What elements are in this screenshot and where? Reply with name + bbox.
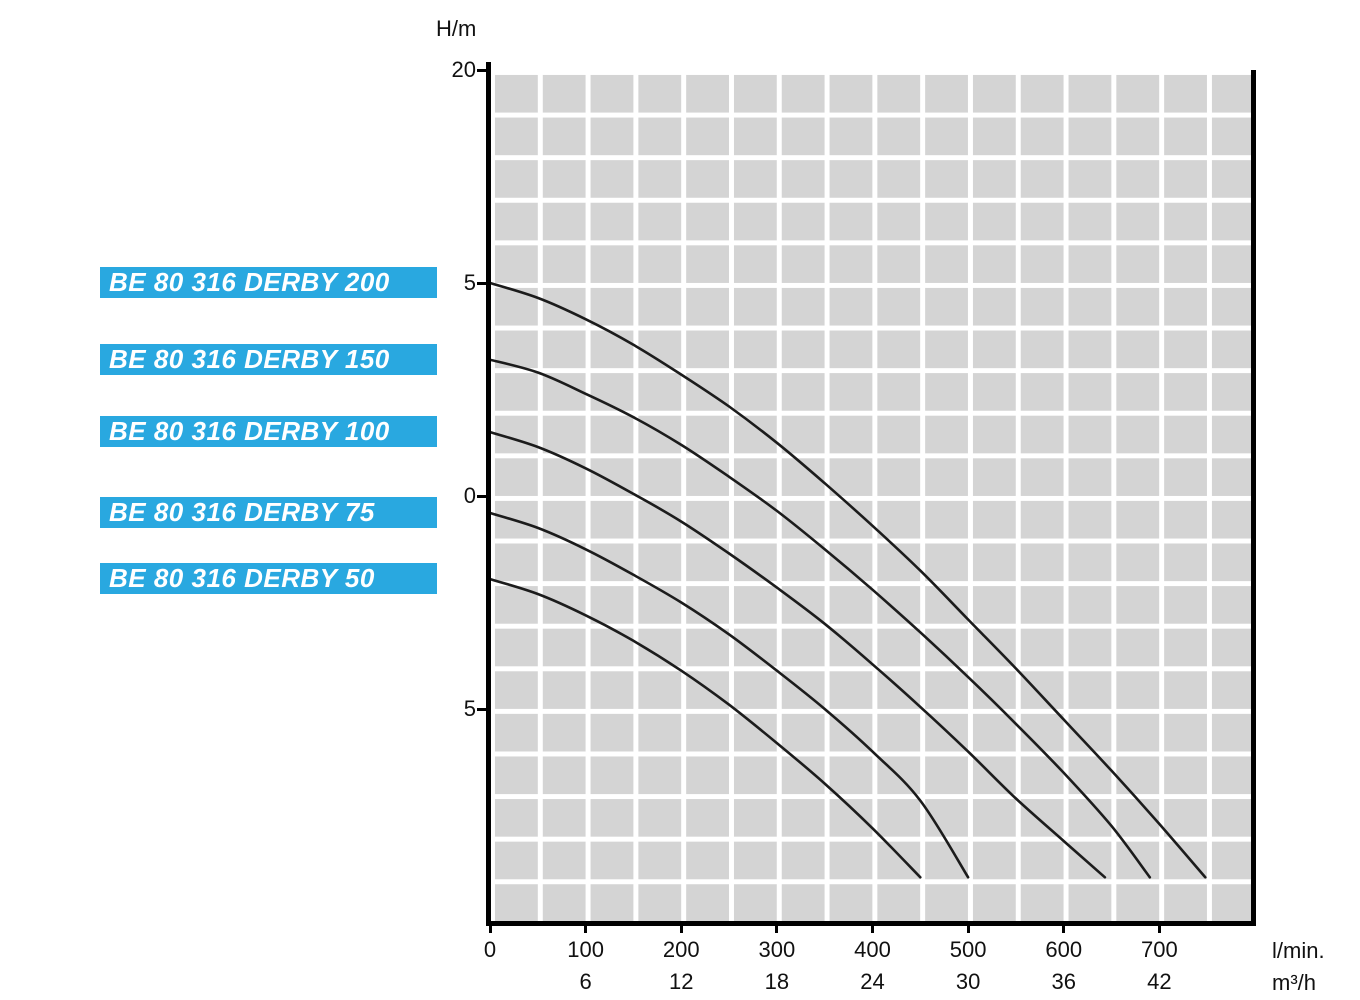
x-tick-mark <box>966 926 970 933</box>
x-tick-mark <box>871 926 874 933</box>
pump-curve <box>490 577 922 879</box>
x-tick-label-m3h: 36 <box>1051 969 1076 994</box>
x-tick-label-lmin: 700 <box>1141 937 1178 962</box>
x-tick-label-lmin: 300 <box>758 937 796 962</box>
x-axis-unit-lmin: l/min. <box>1272 938 1325 963</box>
plot-area <box>490 70 1255 922</box>
x-tick-mark <box>584 926 588 933</box>
pump-curve <box>490 358 1152 879</box>
x-tick-label-lmin: 200 <box>662 937 700 962</box>
legend-item: BE 80 316 DERBY 75 <box>100 497 437 529</box>
x-tick-mark <box>1062 926 1066 933</box>
y-tick-mark <box>477 69 488 72</box>
y-tick-mark <box>477 495 488 498</box>
x-tick-mark <box>775 926 779 933</box>
x-tick-label-m3h: 12 <box>669 969 694 994</box>
x-tick-label-lmin: 100 <box>567 937 604 962</box>
x-tick-label-m3h: 18 <box>764 969 790 994</box>
legend-item: BE 80 316 DERBY 50 <box>100 563 437 595</box>
x-tick-label-m3h: 24 <box>860 969 885 994</box>
y-axis-title: H/m <box>436 16 477 41</box>
pump-curve <box>490 430 1107 879</box>
y-tick-label: 5 <box>463 696 476 721</box>
x-tick-mark <box>1157 926 1161 933</box>
pump-curve <box>490 511 970 879</box>
legend-item: BE 80 316 DERBY 100 <box>100 416 437 448</box>
pump-curve <box>490 281 1207 879</box>
x-axis-line <box>486 921 1256 926</box>
pump-curves-svg <box>490 281 1207 879</box>
x-tick-mark <box>679 926 683 933</box>
x-tick-label-lmin: 400 <box>854 937 891 962</box>
x-tick-label-lmin: 500 <box>949 937 987 962</box>
legend-item: BE 80 316 DERBY 150 <box>100 343 437 375</box>
x-tick-label-lmin: 0 <box>483 937 497 962</box>
legend-item: BE 80 316 DERBY 200 <box>100 267 437 298</box>
x-tick-label-m3h: 42 <box>1147 969 1172 994</box>
plot-right-border <box>1251 70 1256 926</box>
y-tick-label: 0 <box>463 483 476 508</box>
y-tick-label: 20 <box>451 57 476 82</box>
x-tick-label-m3h: 6 <box>579 969 592 994</box>
y-axis-line <box>486 62 491 926</box>
y-tick-mark <box>477 708 488 711</box>
y-tick-label: 5 <box>463 270 476 295</box>
y-tick-mark <box>477 282 488 285</box>
x-axis-unit-m3h: m³/h <box>1272 970 1316 995</box>
x-tick-mark <box>488 926 492 933</box>
x-tick-label-m3h: 30 <box>955 969 981 994</box>
x-tick-label-lmin: 600 <box>1045 937 1083 962</box>
